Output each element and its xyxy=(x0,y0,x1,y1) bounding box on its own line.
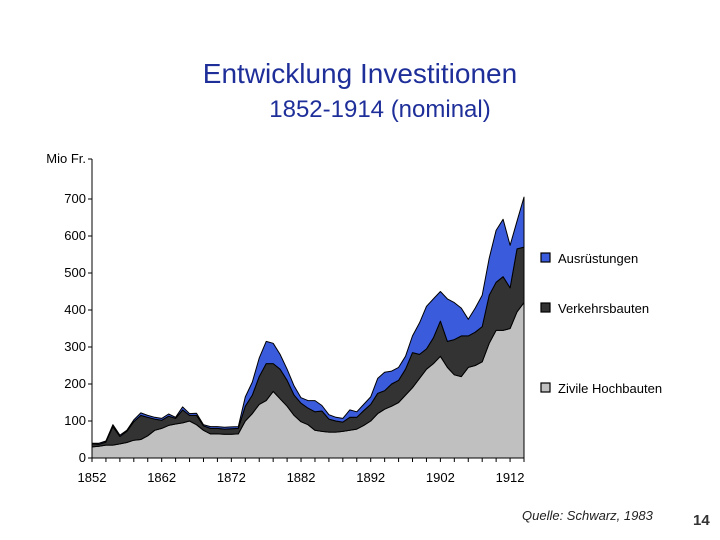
y-tick-label: 0 xyxy=(79,450,86,465)
x-tick-label: 1852 xyxy=(78,470,107,485)
chart-subtitle: 1852-1914 (nominal) xyxy=(0,96,720,124)
x-tick-label: 1882 xyxy=(287,470,316,485)
x-tick-label: 1912 xyxy=(496,470,525,485)
chart-subtitle-text: 1852-1914 (nominal) xyxy=(269,96,491,123)
legend-label: Ausrüstungen xyxy=(558,251,638,266)
source-note: Quelle: Schwarz, 1983 xyxy=(522,508,653,523)
legend-swatch xyxy=(540,302,551,313)
y-tick-label: 700 xyxy=(64,191,86,206)
y-tick-label: 600 xyxy=(64,228,86,243)
x-tick-label: 1872 xyxy=(217,470,246,485)
legend-swatch xyxy=(540,252,551,263)
axes: 0 100 200 300 400 500 600 700 Mio Fr. 1852 1862 187… xyxy=(46,151,524,485)
y-tick-label: 100 xyxy=(64,413,86,428)
area-series-3 xyxy=(91,196,525,445)
page-number: 14 xyxy=(693,512,710,529)
legend-label: Verkehrsbauten xyxy=(558,301,649,316)
legend: Ausrüstungen Verkehrsbauten Zivile Hochbau… xyxy=(540,251,662,396)
y-axis-unit-label: Mio Fr. xyxy=(46,151,86,166)
y-tick-label: 300 xyxy=(64,339,86,354)
x-tick-label: 1862 xyxy=(147,470,176,485)
y-tick-label: 500 xyxy=(64,265,86,280)
x-tick-label: 1902 xyxy=(426,470,455,485)
legend-swatch xyxy=(540,382,551,393)
area-series-group xyxy=(91,196,525,459)
x-tick-label: 1892 xyxy=(356,470,385,485)
legend-label: Zivile Hochbauten xyxy=(558,381,662,396)
y-tick-label: 400 xyxy=(64,302,86,317)
chart-title: Entwicklung Investitionen xyxy=(202,58,518,89)
y-tick-label: 200 xyxy=(64,376,86,391)
